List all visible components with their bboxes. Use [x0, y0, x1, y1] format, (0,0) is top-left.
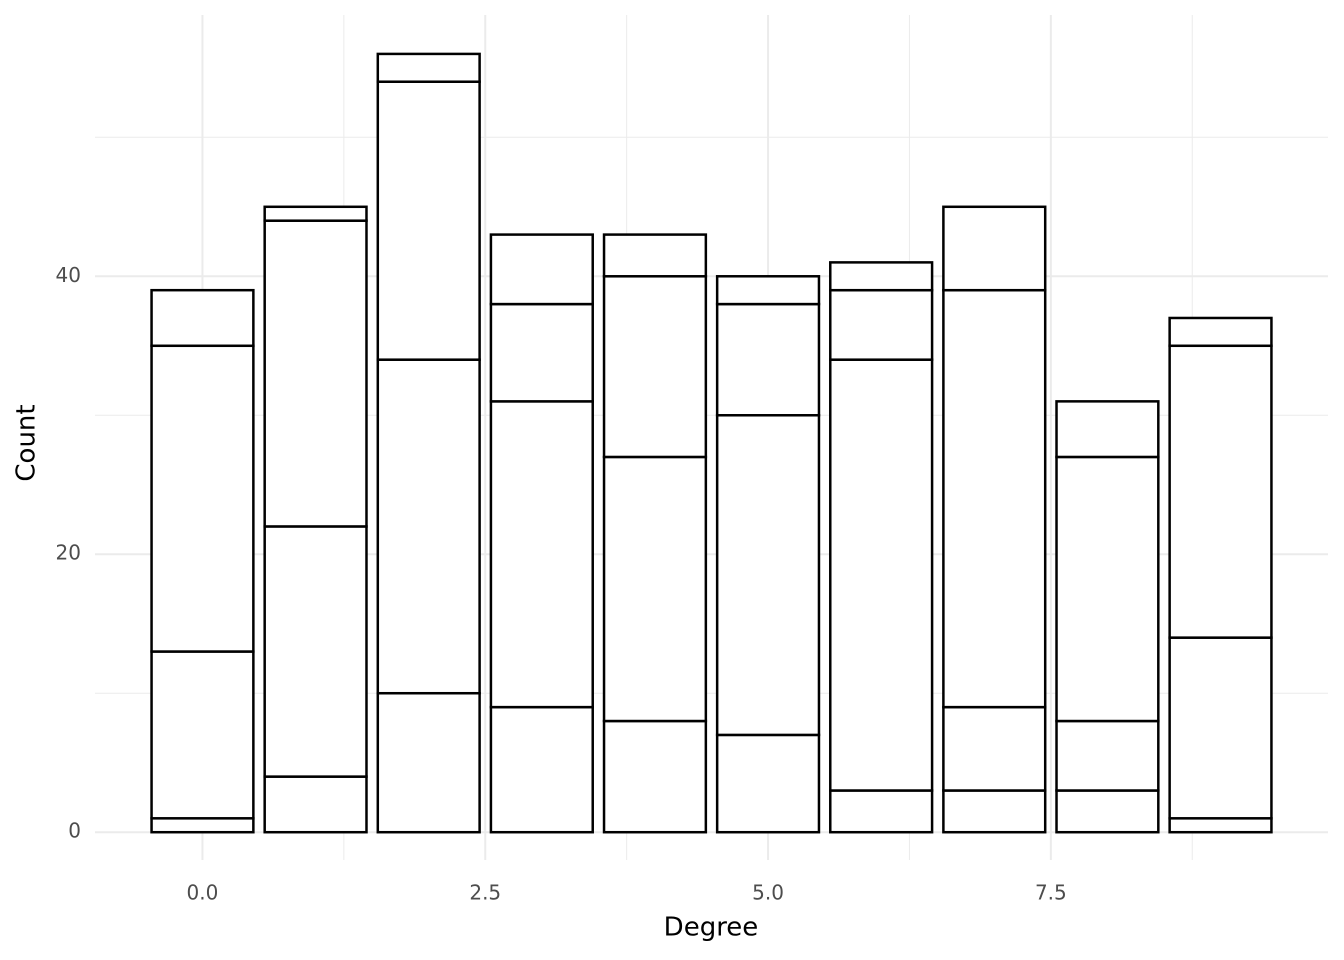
bar-segment	[1168, 636, 1273, 820]
bar-segment	[942, 789, 1047, 834]
bar-segment	[263, 205, 368, 222]
bar-segment	[376, 80, 481, 361]
bar-segment	[1168, 316, 1273, 348]
bar-segment	[376, 358, 481, 695]
x-tick-label: 7.5	[1035, 881, 1067, 905]
y-tick-label: 0	[68, 819, 81, 843]
bar-segment	[942, 705, 1047, 792]
bar-segment	[1055, 789, 1160, 834]
bar-segment	[829, 789, 934, 834]
bar-segment	[263, 775, 368, 834]
bar-segment	[829, 358, 934, 792]
bar-segment	[263, 219, 368, 528]
bar-segment	[602, 455, 708, 723]
x-tick-label: 0.0	[187, 881, 219, 905]
y-tick-label: 40	[56, 263, 81, 287]
bar-segment	[489, 705, 594, 834]
y-axis-title: Count	[12, 404, 42, 481]
bar-segment	[489, 302, 594, 403]
bar-segment	[150, 817, 255, 834]
bar-segment	[376, 52, 481, 83]
bar-segment	[715, 733, 821, 834]
bar-segment	[1055, 455, 1160, 723]
bar-segment	[715, 414, 821, 737]
bar-segment	[942, 205, 1047, 292]
bar-segment	[489, 233, 594, 306]
bar-segment	[602, 233, 708, 278]
x-tick-label: 2.5	[469, 881, 501, 905]
bar-segment	[1168, 344, 1273, 639]
bar-segment	[150, 344, 255, 653]
bar-segment	[602, 275, 708, 459]
y-tick-label: 20	[56, 541, 81, 565]
bar-segment	[263, 525, 368, 778]
bar-segment	[1055, 719, 1160, 792]
bar-segment	[150, 650, 255, 820]
bar-segment	[715, 302, 821, 417]
bar-segment	[829, 288, 934, 361]
bar-segment	[376, 691, 481, 834]
bar-segment	[602, 719, 708, 834]
bar-segment	[942, 288, 1047, 709]
x-axis-title: Degree	[664, 913, 759, 943]
bar-segment	[489, 400, 594, 709]
bar-segment	[1055, 400, 1160, 459]
bar-segment	[150, 288, 255, 348]
x-tick-label: 5.0	[752, 881, 784, 905]
bar-segment	[829, 261, 934, 292]
bar-segment	[1168, 817, 1273, 834]
bar-segment	[715, 275, 821, 306]
